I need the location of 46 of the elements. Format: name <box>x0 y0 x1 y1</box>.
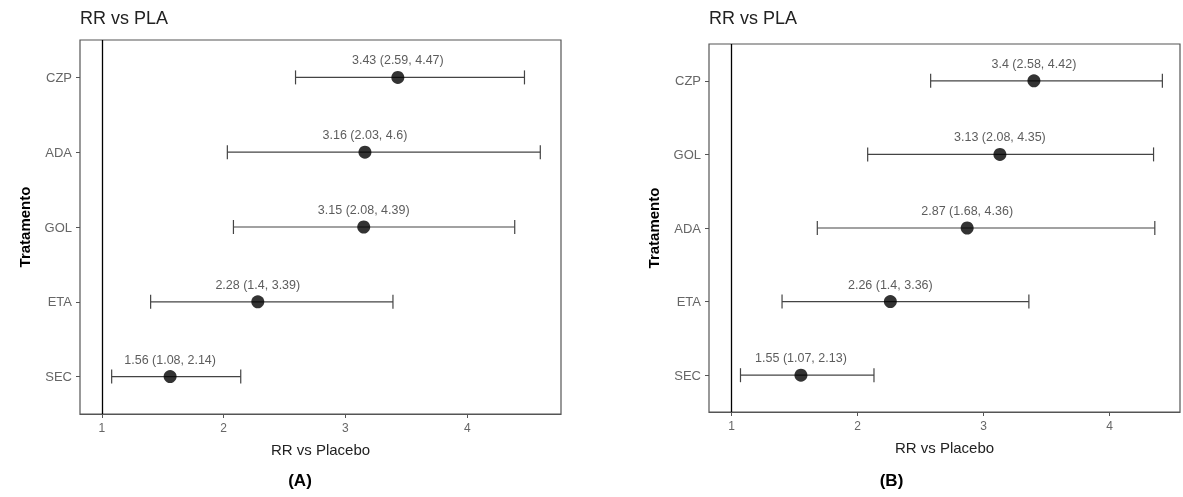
x-tick-label: 3 <box>342 421 350 435</box>
point <box>163 370 177 384</box>
y-tick-label: GOL <box>673 146 701 162</box>
point <box>960 221 974 235</box>
y-tick-label: SEC <box>674 367 701 383</box>
point <box>993 147 1007 161</box>
x-tick-label: 3 <box>980 419 988 433</box>
point <box>358 145 372 159</box>
data-label: 2.87 (1.68, 4.36) <box>921 204 1014 218</box>
x-tick-label: 1 <box>98 421 106 435</box>
data-label: 3.43 (2.59, 4.47) <box>351 53 444 68</box>
x-tick-label: 4 <box>1106 419 1114 433</box>
x-tick-label: 2 <box>220 421 228 435</box>
data-label: 3.13 (2.08, 4.35) <box>954 130 1046 145</box>
y-tick-label: CZP <box>46 69 72 85</box>
y-tick-label: GOL <box>44 219 72 235</box>
y-axis-title: Tratamento <box>645 187 662 269</box>
x-tick-label: 4 <box>463 421 471 435</box>
point <box>794 368 808 382</box>
y-tick-label: CZP <box>675 73 701 89</box>
x-axis-title: RR vs Placebo <box>270 441 371 458</box>
text: (A) <box>288 471 312 490</box>
point <box>391 70 405 84</box>
data-label: 3.4 (2.58, 4.42) <box>991 56 1077 71</box>
point <box>883 295 897 309</box>
data-label: 1.55 (1.07, 2.13) <box>755 351 847 366</box>
x-tick-label: 2 <box>854 419 862 433</box>
point <box>251 295 265 309</box>
data-label: 1.56 (1.08, 2.14) <box>124 352 216 367</box>
y-tick-label: ADA <box>45 144 73 160</box>
x-axis-title: RR vs Placebo <box>894 439 995 456</box>
data-label: 2.28 (1.4, 3.39) <box>215 277 301 292</box>
y-tick-label: ADA <box>674 220 702 236</box>
chart-title: RR vs PLA <box>709 8 798 28</box>
y-tick-label: SEC <box>45 369 72 385</box>
y-tick-label: ETA <box>47 294 73 310</box>
y-tick-label: ETA <box>676 294 702 310</box>
data-label: 2.26 (1.4, 3.36) <box>847 277 933 292</box>
data-label: 3.15 (2.08, 4.39) <box>317 203 410 217</box>
text: (B) <box>879 471 904 490</box>
chart-title: RR vs PLA <box>80 8 169 28</box>
point <box>1027 74 1041 88</box>
data-label: 3.16 (2.03, 4.6) <box>322 128 408 143</box>
y-axis-title: Tratamento <box>16 186 33 268</box>
x-tick-label: 1 <box>728 419 736 433</box>
point <box>357 220 371 234</box>
